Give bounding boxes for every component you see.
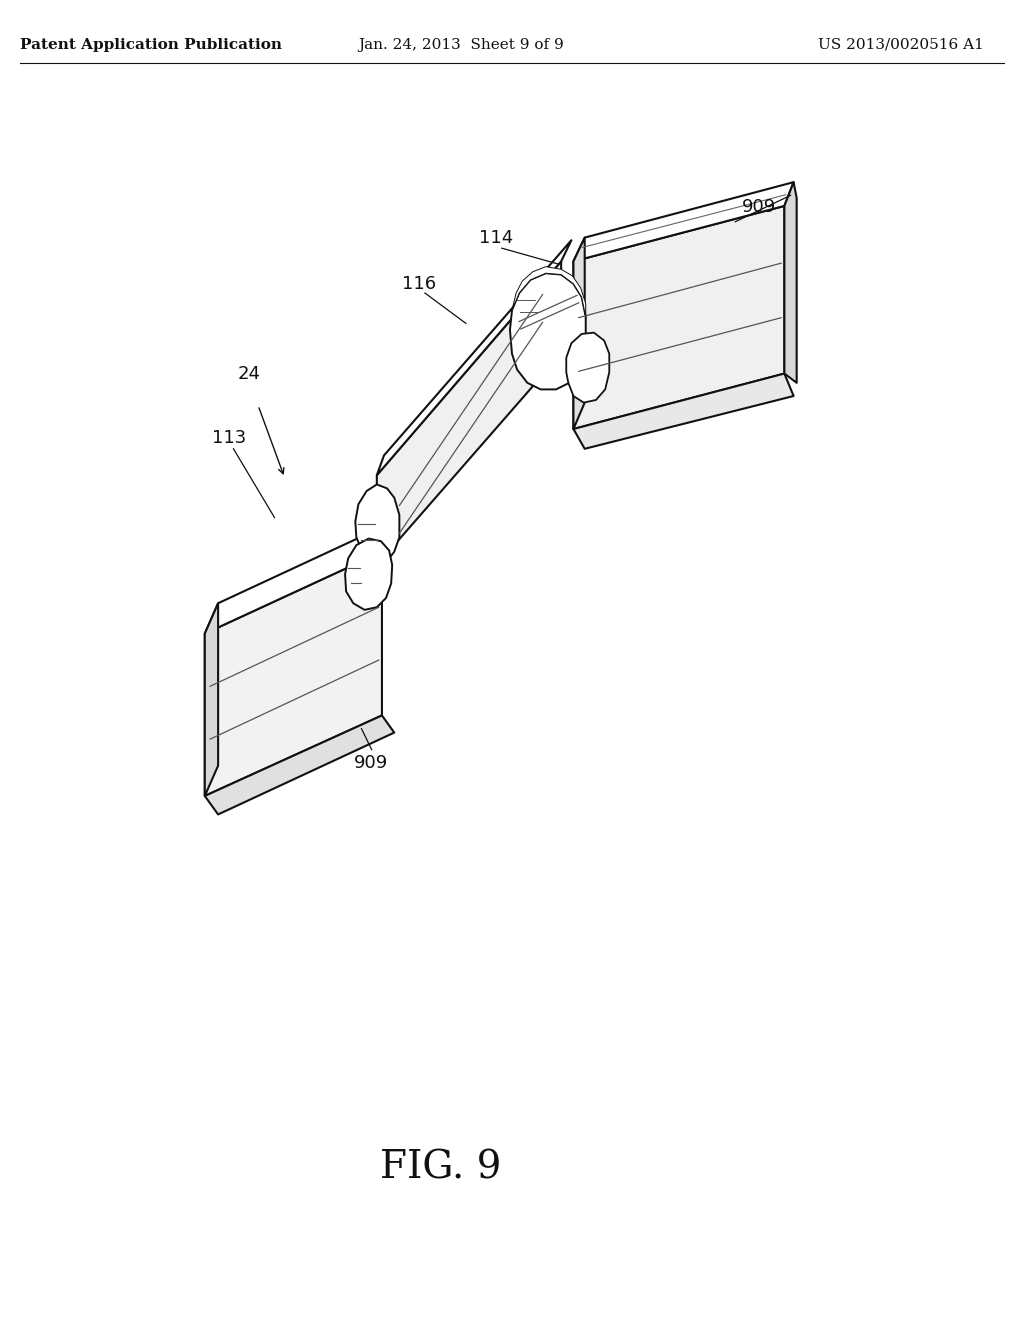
Text: 114: 114	[479, 228, 513, 247]
Polygon shape	[566, 333, 609, 403]
Polygon shape	[512, 267, 586, 317]
Polygon shape	[573, 374, 794, 449]
Text: 909: 909	[741, 198, 775, 216]
Polygon shape	[345, 539, 392, 610]
Text: US 2013/0020516 A1: US 2013/0020516 A1	[818, 38, 984, 51]
Text: 909: 909	[354, 754, 388, 772]
Text: 113: 113	[212, 429, 246, 447]
Polygon shape	[205, 521, 394, 634]
Polygon shape	[573, 206, 784, 429]
Polygon shape	[355, 484, 399, 565]
Text: Patent Application Publication: Patent Application Publication	[20, 38, 283, 51]
Text: FIG. 9: FIG. 9	[380, 1150, 501, 1187]
Text: 116: 116	[402, 275, 436, 293]
Polygon shape	[205, 603, 218, 796]
Text: Jan. 24, 2013  Sheet 9 of 9: Jan. 24, 2013 Sheet 9 of 9	[358, 38, 563, 51]
Polygon shape	[377, 261, 561, 565]
Polygon shape	[205, 715, 394, 814]
Polygon shape	[205, 552, 382, 796]
Polygon shape	[573, 182, 794, 261]
Polygon shape	[784, 182, 797, 383]
Text: 24: 24	[238, 364, 260, 383]
Polygon shape	[377, 240, 571, 475]
Polygon shape	[510, 273, 586, 389]
Polygon shape	[573, 238, 585, 429]
